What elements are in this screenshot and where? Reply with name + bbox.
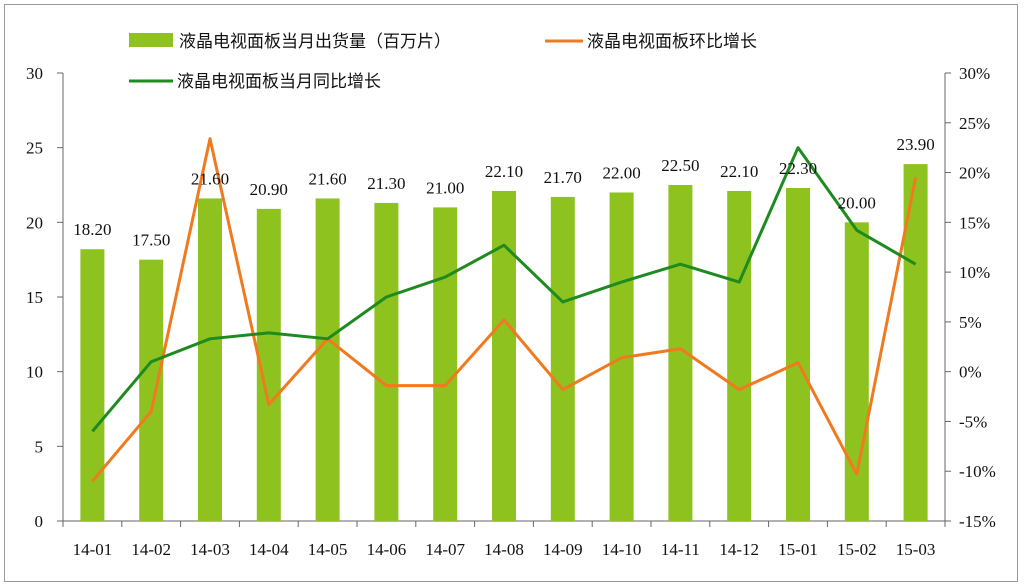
right-tick-label: 30%: [959, 64, 990, 83]
x-tick-label: 14-07: [425, 540, 465, 559]
left-tick-label: 5: [35, 437, 44, 456]
bar: [786, 187, 810, 521]
legend-label-shipments: 液晶电视面板当月出货量（百万片）: [179, 32, 451, 52]
bar-data-label: 21.30: [367, 174, 405, 193]
right-tick-label: 25%: [959, 114, 990, 133]
legend-swatch-shipments: [129, 33, 173, 47]
right-tick-label: -15%: [959, 512, 996, 531]
bar-data-label: 22.30: [779, 159, 817, 178]
x-tick-label: 15-02: [837, 540, 877, 559]
bar: [844, 222, 869, 522]
bar-data-label: 21.60: [308, 169, 346, 188]
x-tick-label: 14-08: [484, 540, 524, 559]
bar: [492, 190, 516, 521]
right-tick-label: 0%: [959, 363, 982, 382]
bar: [315, 198, 340, 521]
x-tick-label: 15-01: [778, 540, 818, 559]
right-tick-label: -5%: [959, 412, 987, 431]
x-tick-label: 14-05: [308, 540, 348, 559]
bar: [80, 249, 105, 522]
x-tick-label: 14-02: [131, 540, 171, 559]
left-tick-label: 20: [26, 213, 43, 232]
bar-data-label: 17.50: [132, 231, 170, 250]
left-tick-label: 10: [26, 363, 43, 382]
bar-data-label: 23.90: [896, 135, 934, 154]
bar-data-label: 21.60: [191, 169, 229, 188]
bar: [550, 196, 575, 522]
x-tick-label: 14-10: [602, 540, 642, 559]
right-tick-label: 15%: [959, 213, 990, 232]
bar-data-label: 22.00: [602, 163, 640, 182]
right-tick-label: 10%: [959, 263, 990, 282]
x-tick-label: 14-12: [719, 540, 759, 559]
bar-data-label: 21.00: [426, 178, 464, 197]
left-tick-label: 30: [26, 64, 43, 83]
legend-label-mom: 液晶电视面板环比增长: [587, 32, 757, 52]
right-tick-label: 5%: [959, 313, 982, 332]
bar-data-label: 21.70: [544, 168, 582, 187]
x-tick-label: 14-04: [249, 540, 289, 559]
left-tick-label: 15: [26, 288, 43, 307]
right-tick-label: -10%: [959, 462, 996, 481]
x-tick-label: 14-01: [73, 540, 113, 559]
x-tick-label: 15-03: [896, 540, 936, 559]
bar: [198, 198, 222, 521]
x-tick-label: 14-06: [367, 540, 407, 559]
mom-growth-line: [91, 137, 918, 483]
bar-data-label: 22.50: [661, 156, 699, 175]
chart: 0 5 10 15 20 25 30 -15% -10% -5% 0% 5% 10% 15% 20% 25% 3…: [26, 32, 996, 559]
legend-label-yoy: 液晶电视面板当月同比增长: [177, 72, 381, 92]
left-tick-label: 0: [35, 512, 44, 531]
bar-data-label: 18.20: [73, 220, 111, 239]
bar-data-label: 20.00: [838, 193, 876, 212]
yoy-growth-line: [91, 146, 917, 433]
x-tick-label: 14-11: [661, 540, 700, 559]
bar: [139, 259, 164, 521]
left-tick-label: 25: [26, 139, 43, 158]
bar: [727, 190, 752, 521]
bar-data-label: 22.10: [720, 162, 758, 181]
bar: [433, 207, 458, 521]
bar-data-label: 20.90: [250, 180, 288, 199]
right-tick-label: 20%: [959, 164, 990, 183]
chart-frame: 0 5 10 15 20 25 30 -15% -10% -5% 0% 5% 10% 15% 20% 25% 3…: [4, 4, 1018, 582]
x-tick-label: 14-03: [190, 540, 230, 559]
bar: [374, 202, 399, 522]
bar-data-label: 22.10: [485, 162, 523, 181]
x-tick-label: 14-09: [543, 540, 583, 559]
